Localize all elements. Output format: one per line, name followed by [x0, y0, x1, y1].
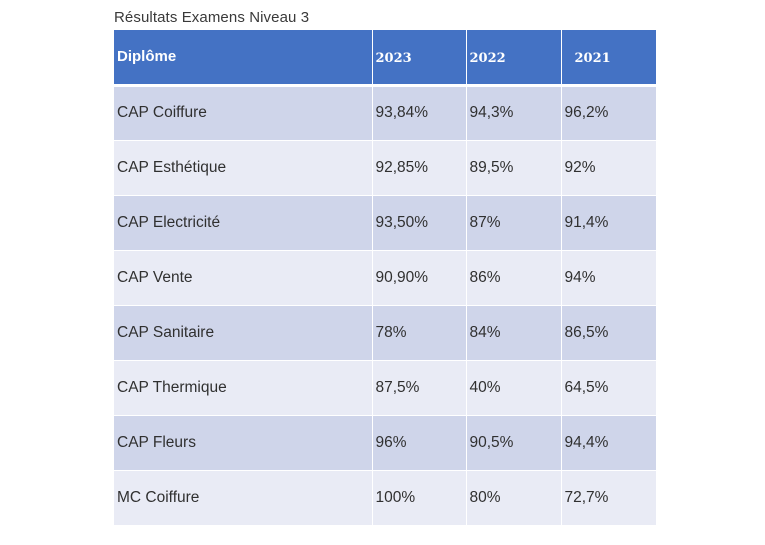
- table-body: CAP Coiffure 93,84% 94,3% 96,2% CAP Esthétiq…: [114, 85, 656, 526]
- cell-diploma: CAP Coiffure: [114, 85, 373, 141]
- cell-percentage: 86,5%: [561, 305, 656, 361]
- cell-percentage: 64,5%: [561, 360, 656, 416]
- cell-percentage: 96%: [372, 415, 467, 471]
- header-2023: 2023: [372, 30, 467, 87]
- header-2022: 2022: [466, 30, 562, 87]
- table-title: Résultats Examens Niveau 3: [114, 9, 310, 26]
- cell-diploma: CAP Esthétique: [114, 140, 373, 196]
- cell-percentage: 100%: [372, 470, 467, 526]
- table-header: Diplôme 2023 2022 2021: [114, 30, 656, 87]
- table-row: CAP Vente 90,90% 86% 94%: [114, 250, 656, 306]
- cell-percentage: 90,5%: [466, 415, 562, 471]
- cell-percentage: 84%: [466, 305, 562, 361]
- cell-percentage: 87,5%: [372, 360, 467, 416]
- cell-percentage: 86%: [466, 250, 562, 306]
- cell-percentage: 90,90%: [372, 250, 467, 306]
- cell-diploma: CAP Vente: [114, 250, 373, 306]
- cell-percentage: 93,84%: [372, 85, 467, 141]
- cell-percentage: 87%: [466, 195, 562, 251]
- cell-percentage: 80%: [466, 470, 562, 526]
- cell-percentage: 92,85%: [372, 140, 467, 196]
- cell-percentage: 40%: [466, 360, 562, 416]
- table-row: CAP Electricité 93,50% 87% 91,4%: [114, 195, 656, 251]
- cell-diploma: MC Coiffure: [114, 470, 373, 526]
- header-diplome: Diplôme: [114, 30, 373, 87]
- cell-percentage: 94%: [561, 250, 656, 306]
- table-row: MC Coiffure 100% 80% 72,7%: [114, 470, 656, 526]
- cell-percentage: 89,5%: [466, 140, 562, 196]
- results-table: Diplôme 2023 2022 2021 CAP Coiffure 93,84…: [114, 30, 656, 526]
- cell-percentage: 93,50%: [372, 195, 467, 251]
- cell-diploma: CAP Thermique: [114, 360, 373, 416]
- header-row: Diplôme 2023 2022 2021: [114, 30, 656, 87]
- table-row: CAP Esthétique 92,85% 89,5% 92%: [114, 140, 656, 196]
- cell-percentage: 91,4%: [561, 195, 656, 251]
- table-row: CAP Thermique 87,5% 40% 64,5%: [114, 360, 656, 416]
- cell-percentage: 96,2%: [561, 85, 656, 141]
- cell-diploma: CAP Fleurs: [114, 415, 373, 471]
- table-row: CAP Fleurs 96% 90,5% 94,4%: [114, 415, 656, 471]
- cell-diploma: CAP Sanitaire: [114, 305, 373, 361]
- header-2021: 2021: [561, 30, 656, 87]
- cell-percentage: 78%: [372, 305, 467, 361]
- table-row: CAP Coiffure 93,84% 94,3% 96,2%: [114, 85, 656, 141]
- cell-percentage: 94,3%: [466, 85, 562, 141]
- cell-percentage: 92%: [561, 140, 656, 196]
- cell-percentage: 94,4%: [561, 415, 656, 471]
- cell-percentage: 72,7%: [561, 470, 656, 526]
- cell-diploma: CAP Electricité: [114, 195, 373, 251]
- table-row: CAP Sanitaire 78% 84% 86,5%: [114, 305, 656, 361]
